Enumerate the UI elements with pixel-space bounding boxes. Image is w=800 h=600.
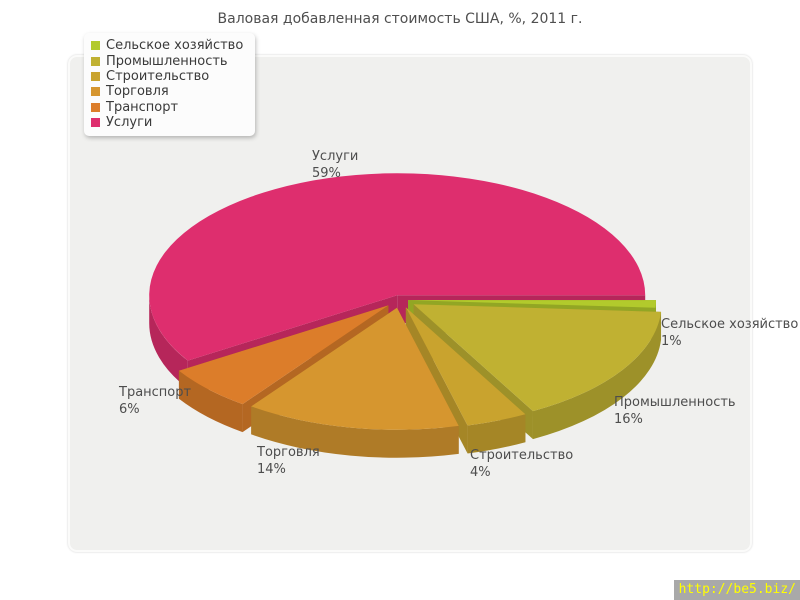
legend-swatch-icon — [91, 102, 100, 112]
pie-slice-industry[interactable] — [413, 304, 662, 412]
slice-label-percent: 16% — [614, 412, 643, 427]
pie-slice-construction[interactable] — [405, 307, 526, 426]
legend-item-transport: Транспорт — [91, 100, 243, 115]
pie-slice-trade-rim — [251, 406, 459, 458]
legend: Сельское хозяйство Промышленность Строител… — [84, 33, 256, 137]
legend-swatch-icon — [91, 87, 100, 97]
legend-label: Услуги — [106, 115, 153, 131]
slice-label-percent: 1% — [661, 334, 682, 349]
legend-label: Торговля — [106, 84, 169, 100]
slice-label-trade: Торговля 14% — [257, 444, 320, 478]
slice-label-percent: 4% — [470, 465, 491, 480]
pie-slice-agriculture[interactable] — [408, 300, 656, 308]
slice-label-percent: 59% — [312, 166, 341, 181]
slice-label-name: Торговля — [257, 445, 320, 460]
legend-label: Промышленность — [106, 53, 228, 69]
legend-label: Транспорт — [106, 99, 179, 115]
watermark-link[interactable]: http://be5.biz/ — [673, 580, 800, 600]
slice-label-percent: 6% — [119, 402, 140, 417]
slice-label-percent: 14% — [257, 462, 286, 477]
legend-swatch-icon — [91, 41, 100, 51]
legend-item-agriculture: Сельское хозяйство — [91, 38, 243, 53]
slice-label-agriculture: Сельское хозяйство 1% — [661, 316, 798, 350]
slice-label-industry: Промышленность 16% — [614, 394, 736, 428]
legend-swatch-icon — [91, 118, 100, 128]
slice-label-transport: Транспорт 6% — [119, 384, 191, 418]
pie-slice-transport[interactable] — [178, 305, 389, 405]
pie-slice-transport-rim — [178, 370, 243, 433]
legend-item-services: Услуги — [91, 115, 243, 130]
pie-slice-construction-rim — [467, 414, 526, 454]
slice-label-name: Промышленность — [614, 395, 736, 410]
legend-item-construction: Строительство — [91, 69, 243, 84]
legend-swatch-icon — [91, 71, 100, 81]
legend-item-industry: Промышленность — [91, 53, 243, 69]
legend-label: Строительство — [106, 68, 210, 84]
chart-title: Валовая добавленная стоимость США, %, 20… — [217, 11, 583, 27]
slice-label-name: Услуги — [312, 149, 359, 164]
legend-label: Сельское хозяйство — [106, 38, 244, 54]
slice-label-name: Строительство — [470, 448, 574, 463]
slice-label-name: Транспорт — [119, 385, 192, 400]
pie-slice-services[interactable] — [149, 173, 646, 361]
slice-label-name: Сельское хозяйство — [661, 317, 799, 332]
pie-slice-services-rim — [149, 295, 188, 389]
slice-label-construction: Строительство 4% — [470, 447, 573, 481]
legend-item-trade: Торговля — [91, 84, 243, 99]
pie-slice-industry-rim — [532, 311, 662, 440]
legend-swatch-icon — [91, 56, 100, 66]
slice-label-services: Услуги 59% — [312, 148, 358, 182]
pie-slice-trade[interactable] — [251, 307, 459, 430]
